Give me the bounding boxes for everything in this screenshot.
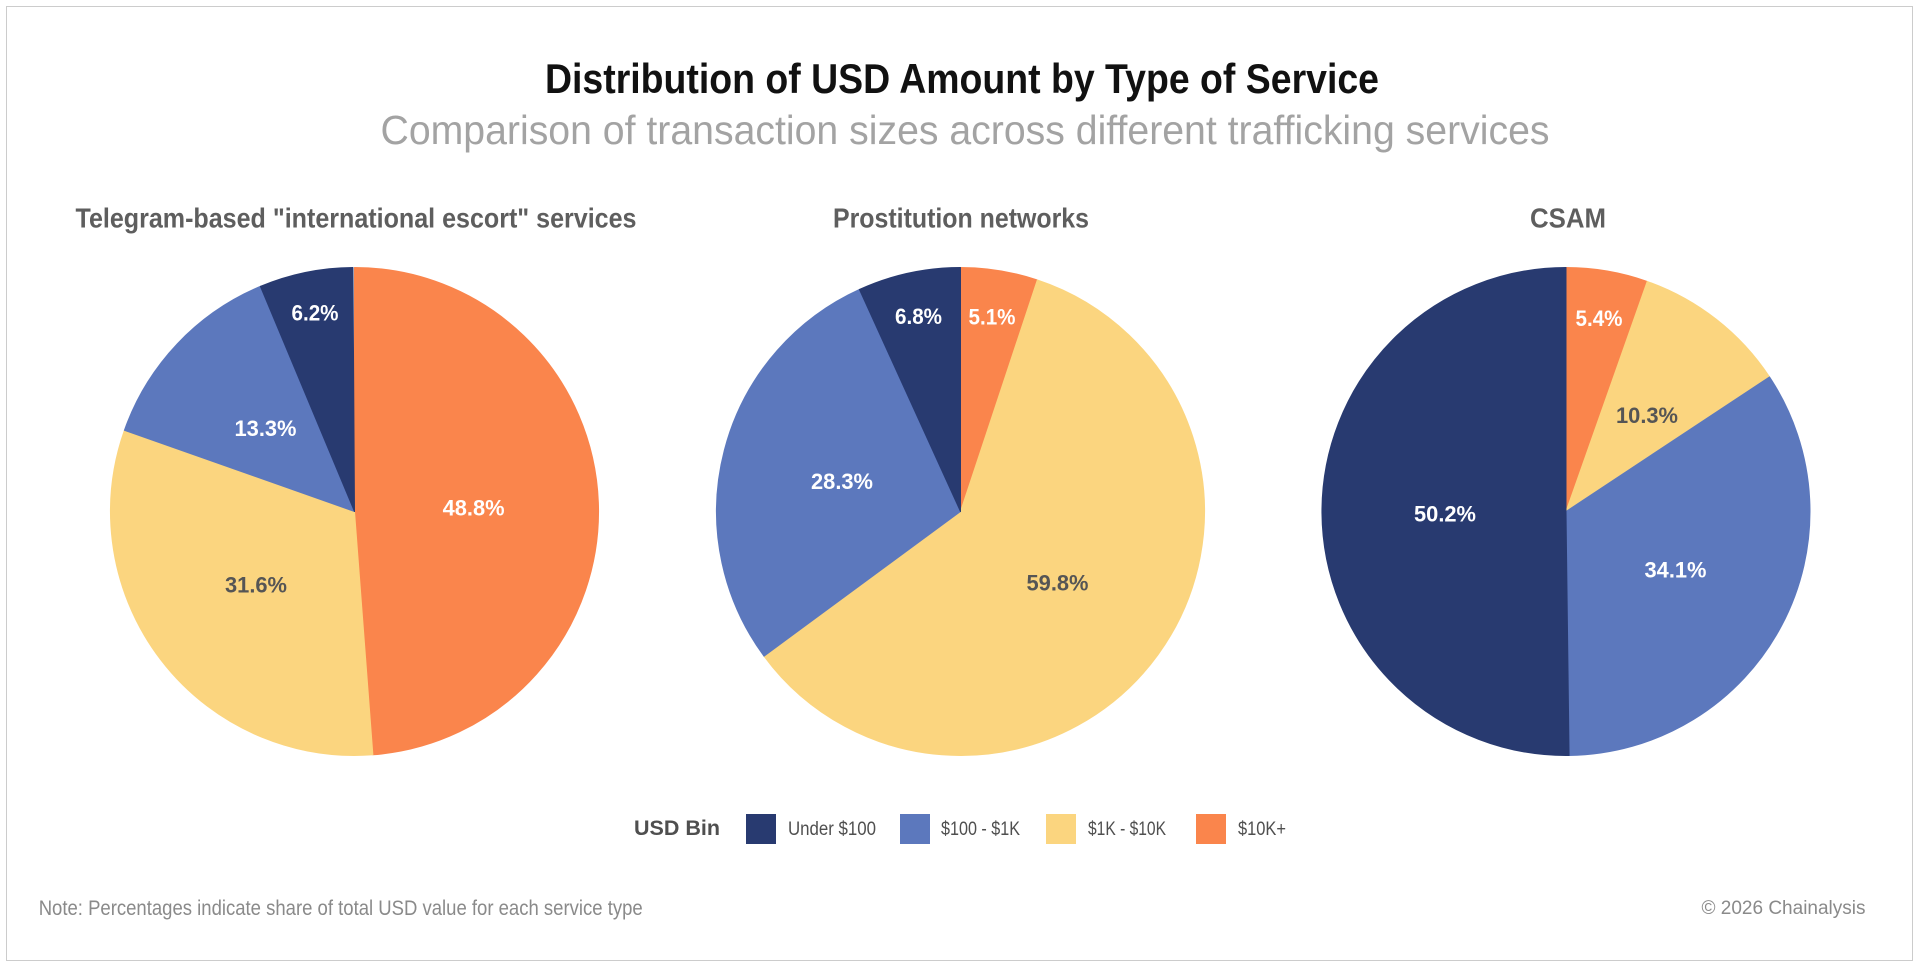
svg-text:28.3%: 28.3% [811, 469, 873, 494]
svg-text:34.1%: 34.1% [1645, 558, 1707, 583]
svg-text:$1K - $10K: $1K - $10K [1088, 819, 1166, 840]
svg-text:5.4%: 5.4% [1576, 306, 1623, 331]
svg-text:10.3%: 10.3% [1616, 403, 1678, 428]
svg-text:Distribution of USD Amount by: Distribution of USD Amount by Type of Se… [545, 55, 1379, 102]
svg-text:© 2026 Chainalysis: © 2026 Chainalysis [1702, 898, 1866, 919]
svg-text:CSAM: CSAM [1530, 203, 1606, 234]
svg-text:48.8%: 48.8% [443, 496, 505, 521]
svg-text:59.8%: 59.8% [1027, 571, 1089, 596]
svg-text:Under $100: Under $100 [788, 819, 876, 840]
svg-text:6.2%: 6.2% [292, 301, 339, 326]
svg-text:31.6%: 31.6% [225, 573, 287, 598]
svg-text:USD Bin: USD Bin [634, 817, 720, 840]
svg-text:Telegram-based "international: Telegram-based "international escort" se… [76, 203, 637, 234]
svg-text:$10K+: $10K+ [1238, 819, 1286, 840]
svg-text:Note: Percentages indicate sha: Note: Percentages indicate share of tota… [39, 897, 643, 920]
svg-text:Prostitution networks: Prostitution networks [833, 203, 1089, 234]
svg-text:$100 - $1K: $100 - $1K [941, 819, 1020, 840]
svg-text:Comparison of transaction size: Comparison of transaction sizes across d… [381, 107, 1550, 153]
svg-text:5.1%: 5.1% [969, 305, 1016, 330]
svg-text:6.8%: 6.8% [895, 304, 942, 329]
svg-text:13.3%: 13.3% [235, 416, 297, 441]
svg-text:50.2%: 50.2% [1414, 502, 1476, 527]
